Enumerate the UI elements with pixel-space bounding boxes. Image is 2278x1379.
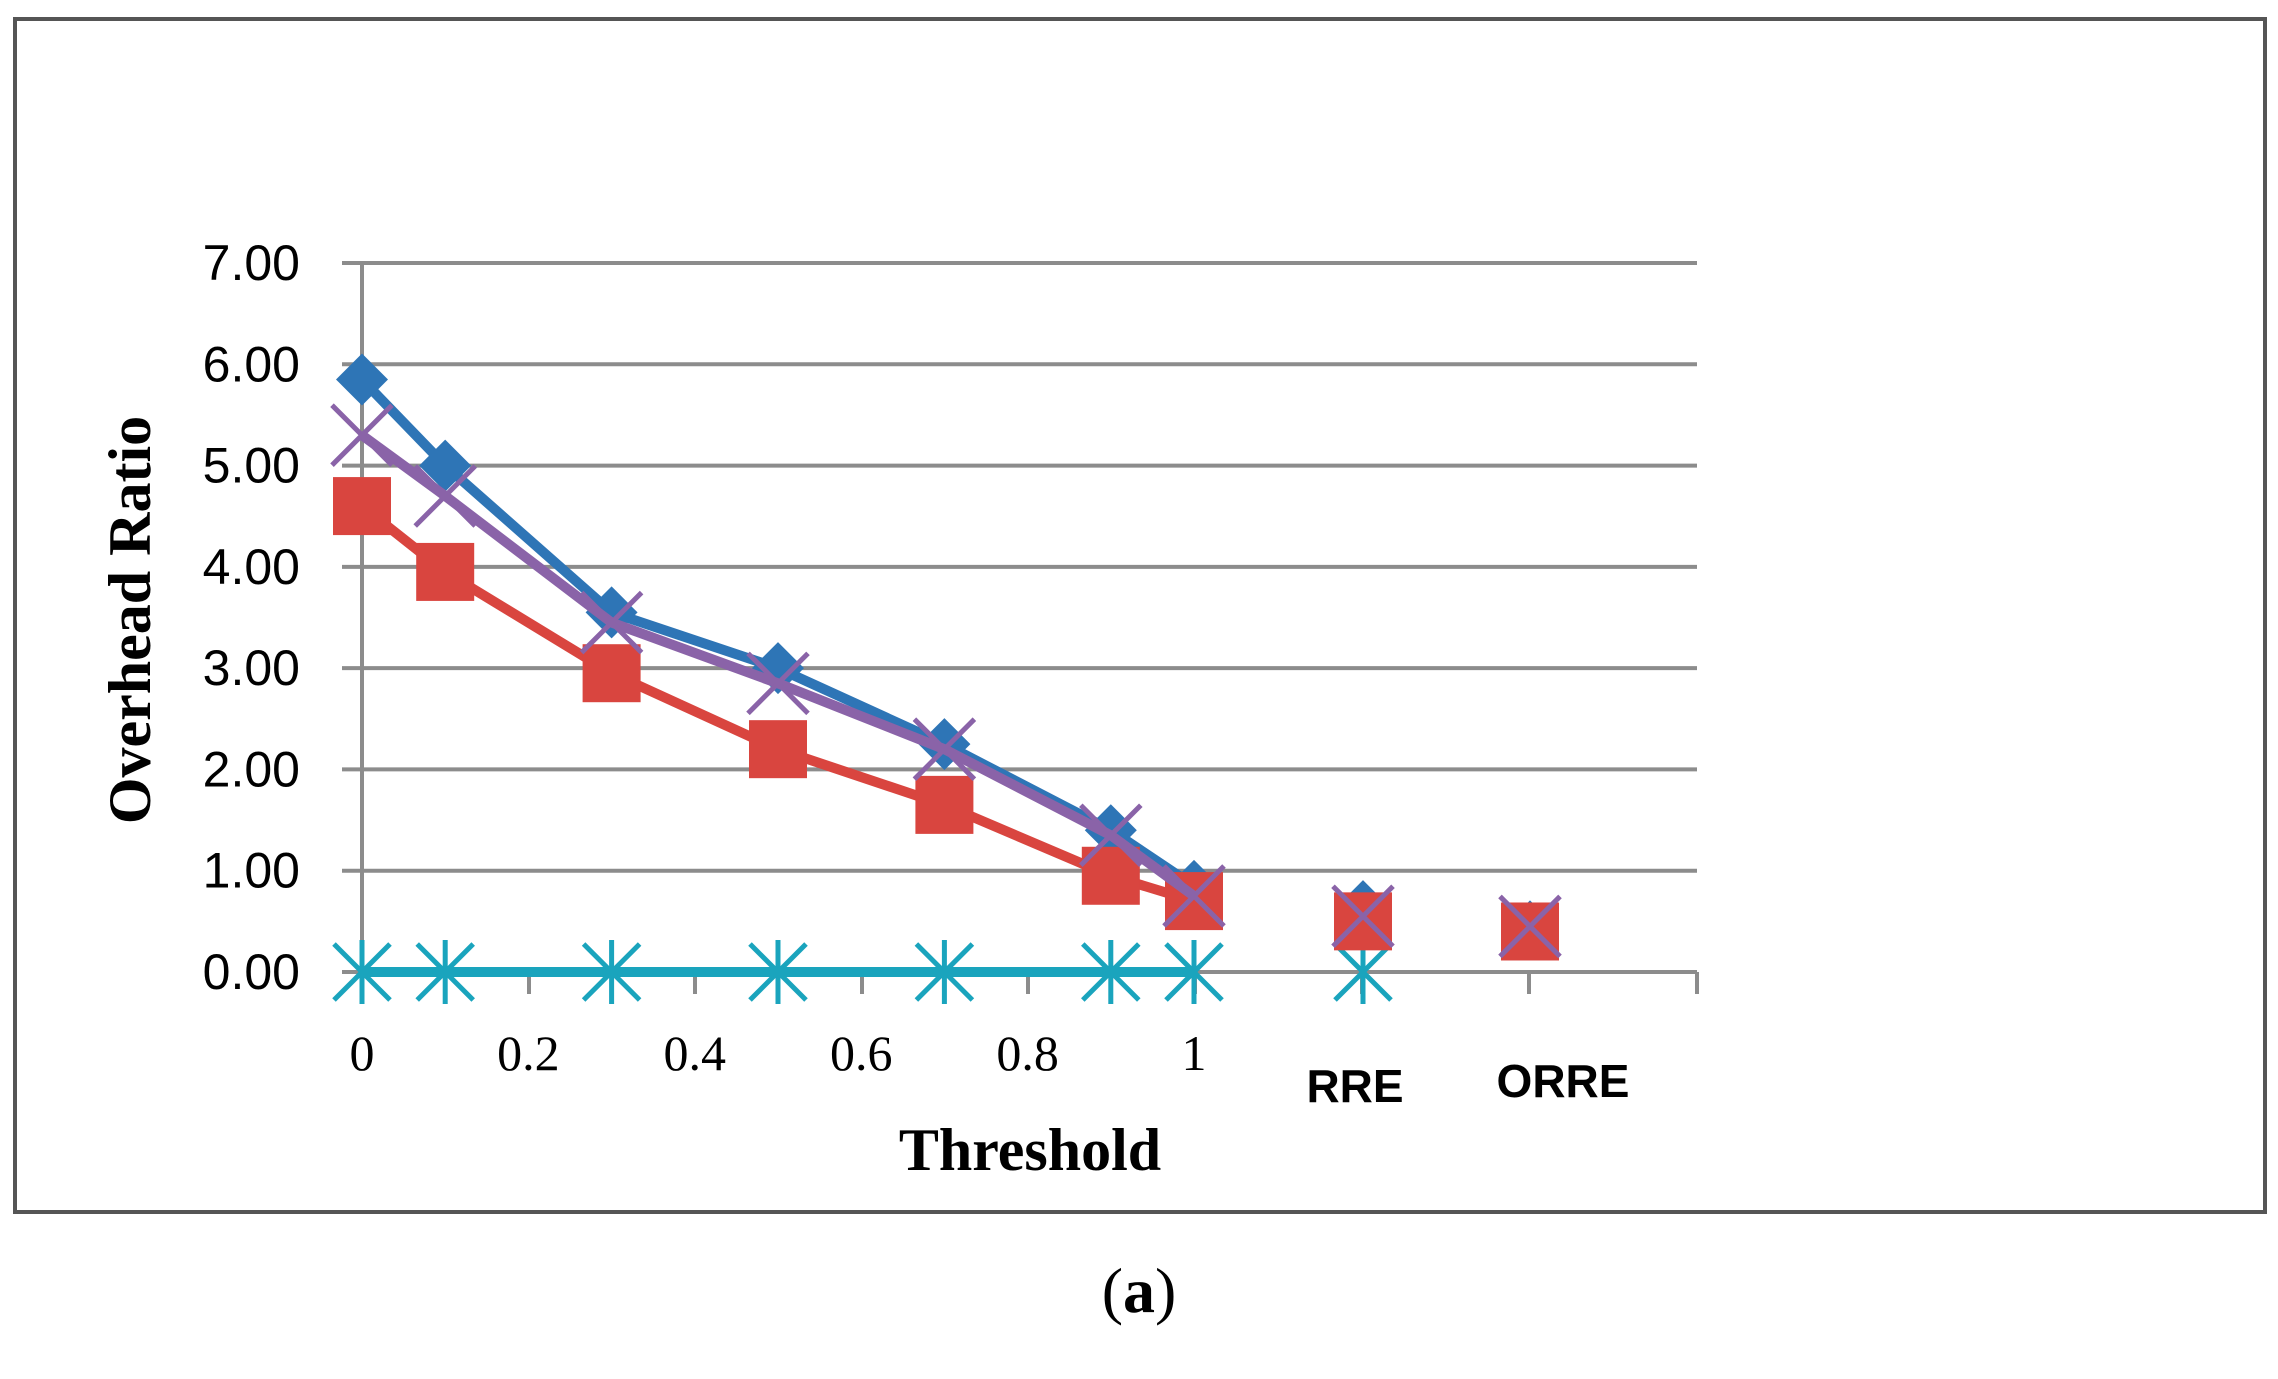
caption: (a) [1102, 1255, 1177, 1326]
gridlines [342, 261, 1697, 873]
data-point-star [1081, 940, 1141, 1004]
x-axis-label: Threshold [899, 1117, 1161, 1183]
data-point-square [333, 477, 391, 536]
data-point-x [1331, 884, 1395, 949]
data-point-square [1334, 892, 1392, 951]
data-point-diamond [419, 439, 472, 492]
data-point-diamond [336, 353, 388, 406]
x-tick-label: 0.8 [996, 1025, 1059, 1081]
data-point-star [415, 940, 475, 1004]
x-tick-label: 1 [1182, 1025, 1207, 1081]
x-tick-label: 0.2 [497, 1025, 560, 1081]
y-tick-label: 4.00 [203, 539, 300, 595]
y-tick-label: 7.00 [203, 235, 300, 291]
y-tick-labels: 0.00 1.00 2.00 3.00 4.00 5.00 6.00 7.00 [203, 235, 300, 1000]
data-point-x [746, 651, 810, 716]
series-4 [332, 940, 1393, 1004]
data-point-square [582, 644, 641, 703]
data-point-square [1501, 902, 1559, 961]
data-point-star [748, 940, 808, 1004]
x-tick-label: 0 [350, 1025, 375, 1081]
data-point-x [1498, 894, 1562, 959]
series-layer [330, 353, 1562, 1004]
data-point-square [749, 720, 807, 779]
x-tick-label: 0.4 [664, 1025, 727, 1081]
data-point-x [1162, 864, 1226, 928]
x-category-label: RRE [1306, 1060, 1403, 1112]
x-category-label: ORRE [1497, 1055, 1630, 1107]
data-point-star [914, 940, 975, 1004]
series-2 [333, 477, 1559, 961]
data-point-square [915, 775, 974, 834]
data-point-star [332, 940, 392, 1004]
x-tick-label: 0.6 [830, 1025, 893, 1081]
data-point-x [1079, 803, 1143, 868]
y-tick-label: 5.00 [203, 438, 300, 494]
y-tick-label: 2.00 [203, 741, 300, 797]
data-point-x [413, 464, 477, 528]
data-point-x [579, 590, 644, 655]
y-tick-label: 6.00 [203, 336, 300, 392]
data-point-x [330, 403, 394, 467]
x-tick-labels: 0 0.2 0.4 0.6 0.8 1 RRE ORRE [350, 1025, 1630, 1112]
y-tick-label: 1.00 [203, 843, 300, 899]
chart-frame [13, 17, 2267, 1214]
data-point-square [416, 542, 475, 601]
data-point-x [912, 717, 977, 781]
y-axis-label: Overhead Ratio [97, 416, 163, 824]
y-tick-label: 3.00 [203, 640, 300, 696]
data-point-star [1333, 940, 1393, 1004]
series-3 [330, 403, 1562, 959]
y-tick-label: 0.00 [203, 944, 300, 1000]
data-point-star [1164, 940, 1224, 1004]
data-point-star [581, 940, 642, 1004]
